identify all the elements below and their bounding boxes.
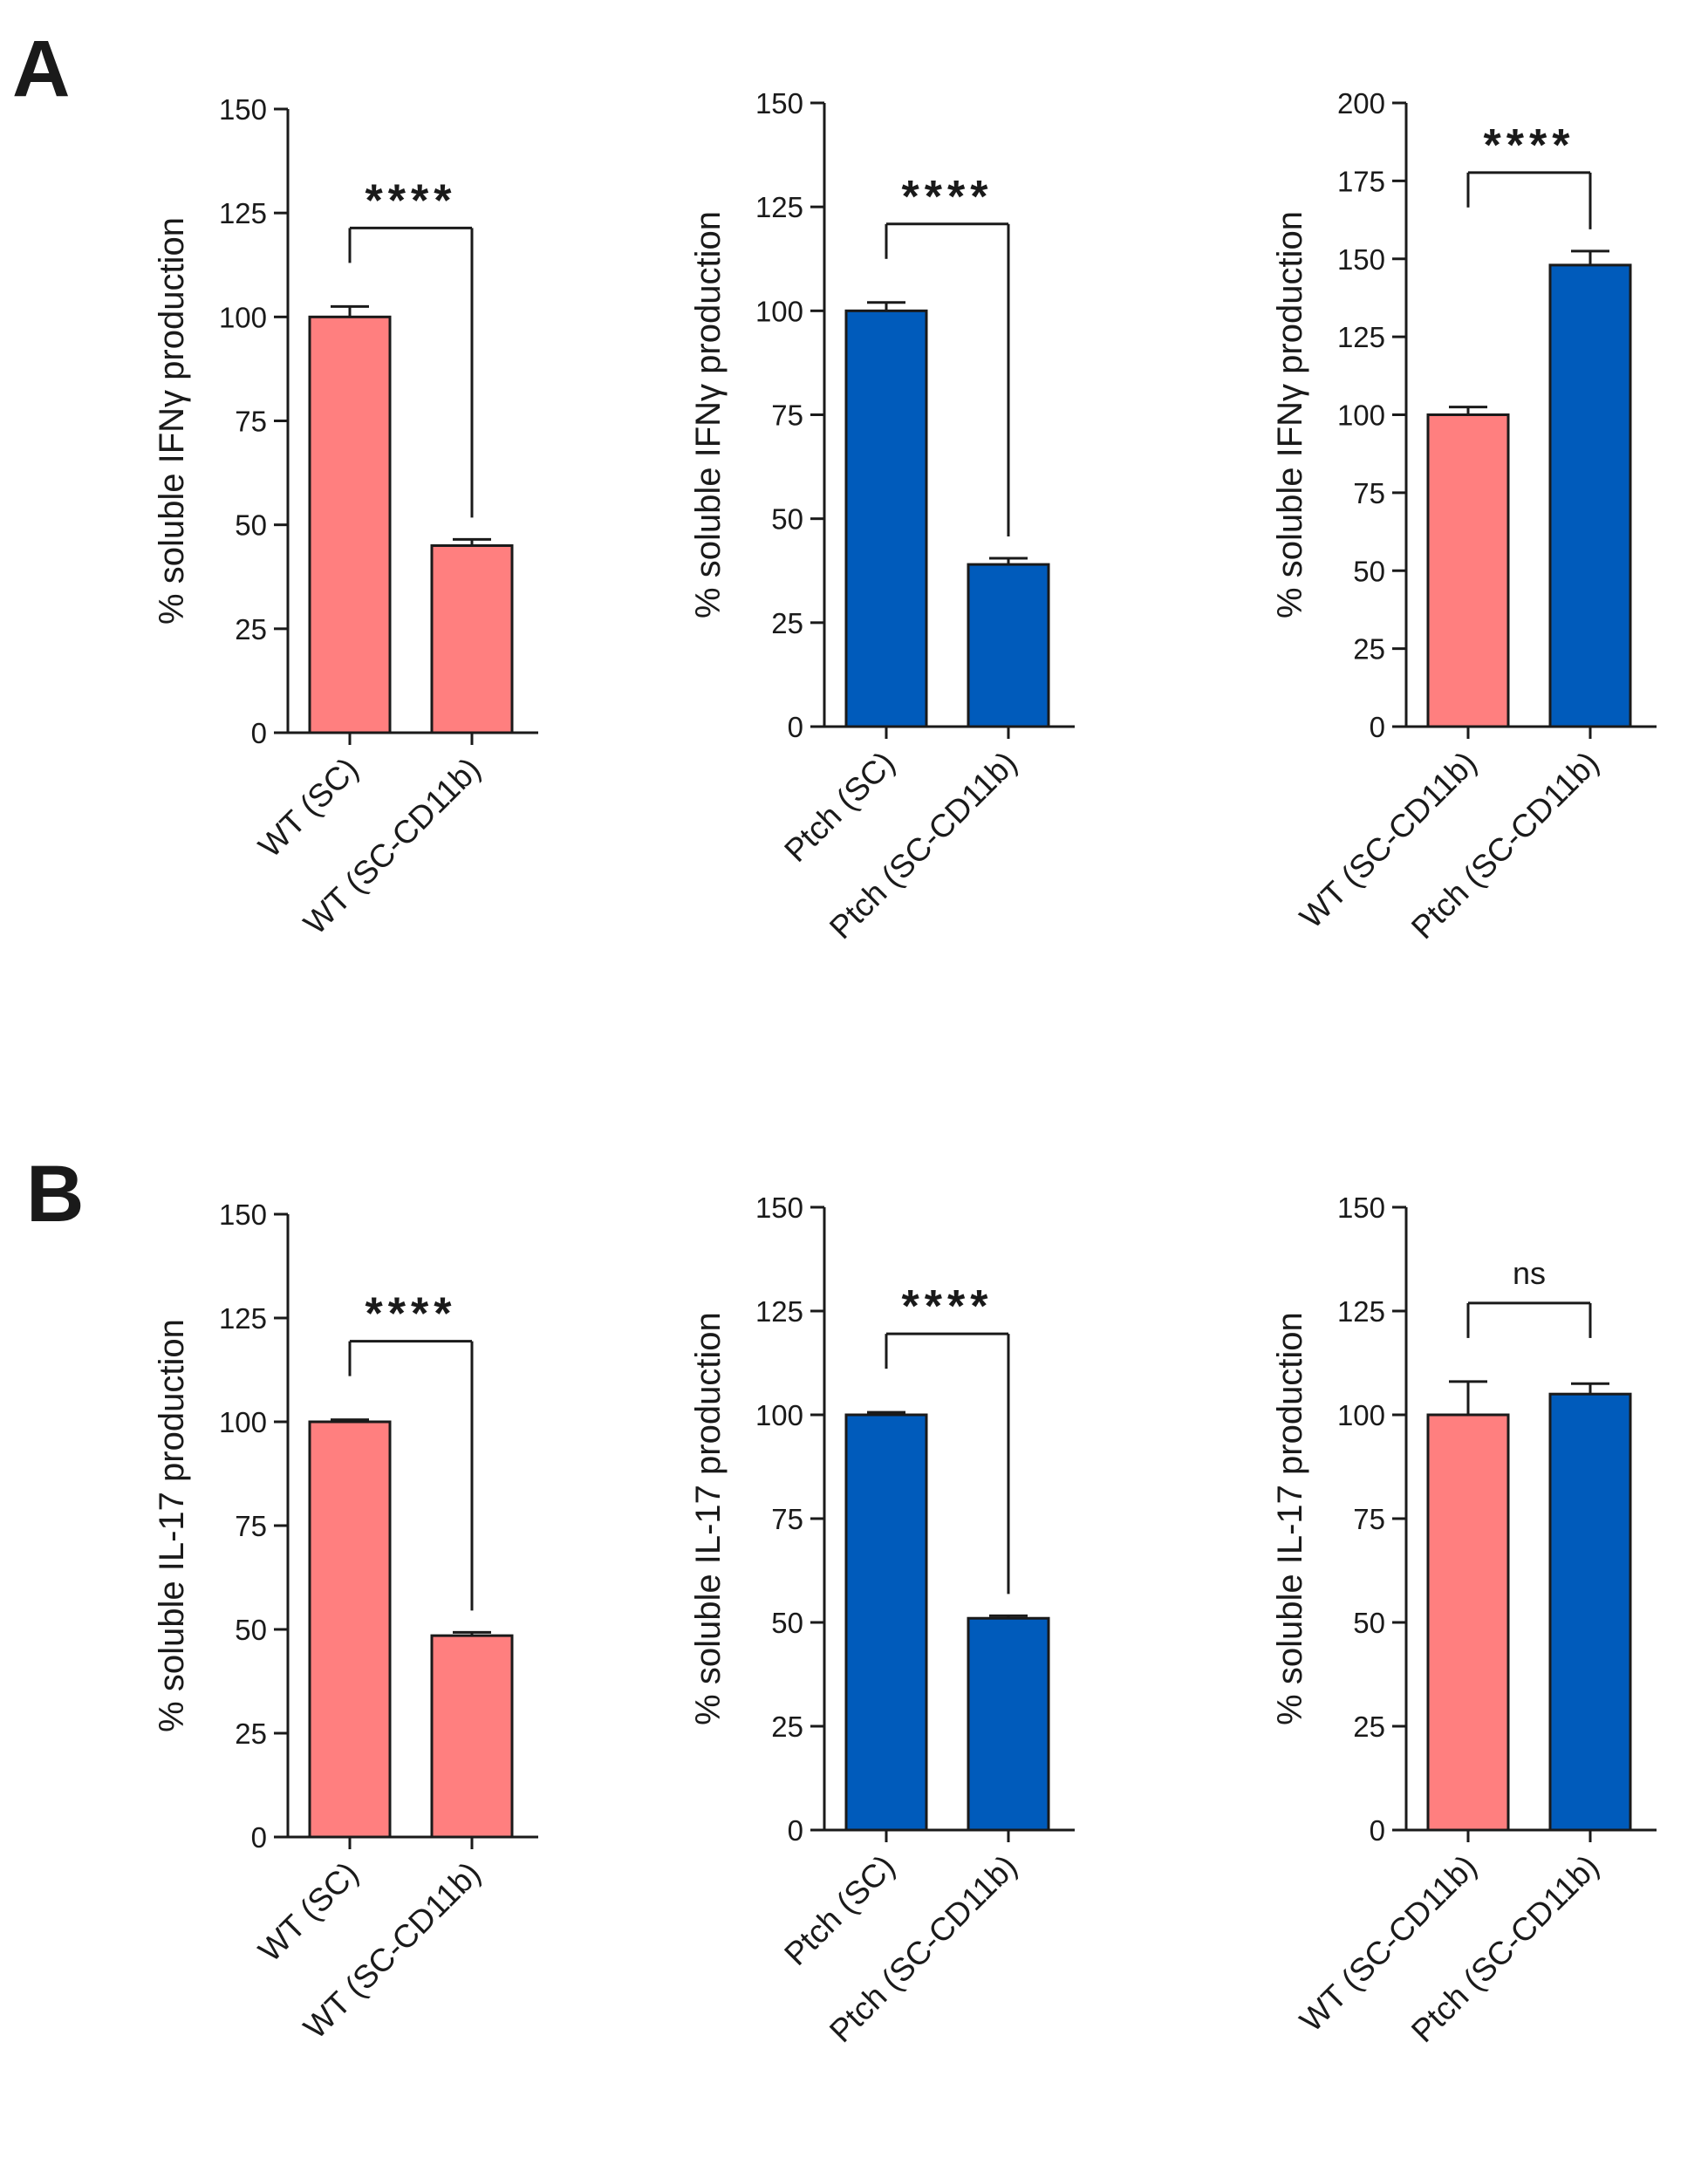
y-tick-label: 200 [1337, 87, 1385, 120]
y-tick-label: 50 [235, 1614, 267, 1646]
bar [844, 309, 928, 728]
y-tick-label: 100 [755, 295, 803, 327]
y-tick-label: 50 [1353, 555, 1385, 587]
y-tick-label: 150 [219, 93, 267, 126]
y-tick-label: 150 [219, 1199, 267, 1231]
y-tick-label: 125 [755, 191, 803, 223]
y-tick-label: 25 [235, 1718, 267, 1750]
y-axis-title: % soluble IL-17 production [1271, 1312, 1309, 1725]
y-tick-label: 75 [235, 1510, 267, 1542]
y-tick-label: 125 [1337, 321, 1385, 353]
y-axis-title: % soluble IFNγ production [1271, 211, 1309, 618]
bar [1426, 1413, 1510, 1832]
y-tick-label: 0 [1370, 711, 1385, 743]
significance-label: **** [902, 172, 994, 222]
chart-3: 0 25 50 75 100 125 150 175 200 % soluble IFNγ pro… [1271, 87, 1657, 946]
chart-6: 0 25 50 75 100 125 150 % soluble IL-17 producti… [1271, 1192, 1657, 2049]
bar [967, 563, 1050, 728]
bar [308, 315, 392, 734]
y-tick-label: 25 [235, 613, 267, 645]
bar [844, 1413, 928, 1832]
significance-label: **** [1484, 120, 1575, 171]
y-tick-label: 50 [235, 509, 267, 542]
chart-2: 0 25 50 75 100 125 150 % soluble IFNγ productio… [689, 87, 1075, 946]
y-tick-label: 100 [755, 1399, 803, 1431]
panel-letter-a: A [12, 24, 70, 113]
bar [308, 1420, 392, 1839]
y-tick-label: 75 [1353, 1503, 1385, 1535]
significance-label: ns [1513, 1255, 1546, 1291]
y-tick-label: 0 [788, 711, 803, 743]
y-tick-label: 125 [219, 197, 267, 229]
y-tick-label: 50 [1353, 1607, 1385, 1639]
y-tick-label: 25 [771, 607, 803, 639]
y-tick-label: 150 [755, 87, 803, 120]
y-tick-label: 150 [1337, 1192, 1385, 1224]
y-tick-label: 25 [771, 1711, 803, 1743]
charts-container: 0 25 50 75 100 125 150 % soluble IFNγ productio… [153, 87, 1657, 2049]
bar [967, 1616, 1050, 1832]
bar [430, 1634, 514, 1839]
y-tick-label: 0 [251, 1821, 267, 1854]
panel-letter-b: B [26, 1150, 84, 1239]
y-tick-label: 0 [251, 717, 267, 749]
y-tick-label: 125 [1337, 1295, 1385, 1328]
significance-label: **** [366, 1289, 457, 1340]
y-axis-title: % soluble IFNγ production [689, 211, 728, 618]
y-tick-label: 75 [771, 1503, 803, 1535]
y-tick-label: 125 [755, 1295, 803, 1328]
y-tick-label: 150 [1337, 243, 1385, 276]
chart-1: 0 25 50 75 100 125 150 % soluble IFNγ productio… [153, 93, 538, 941]
y-tick-label: 175 [1337, 165, 1385, 197]
y-tick-label: 25 [1353, 1711, 1385, 1743]
y-tick-label: 125 [219, 1302, 267, 1335]
significance-label: **** [902, 1281, 994, 1332]
y-tick-label: 100 [1337, 1399, 1385, 1431]
y-tick-label: 100 [1337, 400, 1385, 432]
x-category-label: WT (SC) [251, 751, 365, 864]
chart-5: 0 25 50 75 100 125 150 % soluble IL-17 producti… [689, 1192, 1075, 2049]
y-tick-label: 25 [1353, 633, 1385, 666]
y-axis-title: % soluble IL-17 production [689, 1312, 728, 1725]
y-tick-label: 75 [235, 406, 267, 438]
bar [1548, 1392, 1632, 1832]
y-tick-label: 100 [219, 301, 267, 333]
y-axis-title: % soluble IL-17 production [153, 1319, 191, 1732]
bar [430, 544, 514, 734]
bar [1426, 413, 1510, 728]
y-tick-label: 150 [755, 1192, 803, 1224]
y-tick-label: 0 [788, 1814, 803, 1847]
bar [1548, 263, 1632, 728]
x-category-label: Ptch (SC) [777, 745, 901, 869]
y-tick-label: 0 [1370, 1814, 1385, 1847]
y-tick-label: 75 [1353, 477, 1385, 509]
significance-label: **** [366, 175, 457, 226]
chart-4: 0 25 50 75 100 125 150 % soluble IL-17 producti… [153, 1199, 538, 2045]
x-category-label: Ptch (SC) [777, 1848, 901, 1972]
x-category-label: WT (SC) [251, 1855, 365, 1969]
y-tick-label: 50 [771, 503, 803, 536]
y-tick-label: 75 [771, 400, 803, 432]
y-tick-label: 50 [771, 1607, 803, 1639]
y-axis-title: % soluble IFNγ production [153, 217, 191, 625]
y-tick-label: 100 [219, 1406, 267, 1438]
